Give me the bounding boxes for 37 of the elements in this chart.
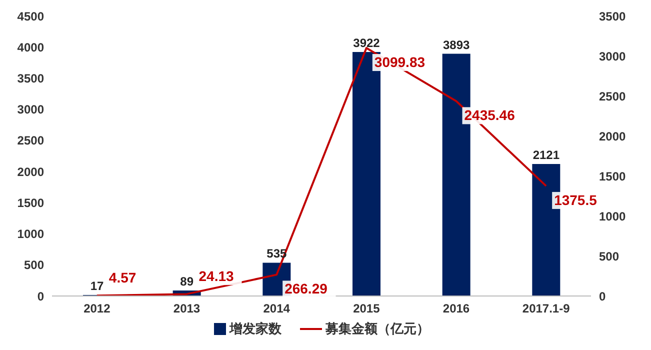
x-tick-label: 2012 — [84, 302, 111, 316]
y-tick-label: 1500 — [17, 196, 44, 210]
x-tick-label: 2017.1-9 — [522, 302, 570, 316]
data-label: 24.13 — [198, 268, 234, 284]
y2-tick-label: 3500 — [599, 9, 626, 24]
y-tick-label: 3000 — [17, 102, 44, 117]
legend-label: 增发家数 — [230, 320, 282, 338]
data-label: 3893 — [442, 38, 470, 52]
y2-tick-label: 2000 — [599, 129, 626, 144]
y-tick-label: 500 — [24, 258, 44, 272]
y2-tick-label: 1000 — [599, 209, 626, 224]
x-tick-label: 2013 — [173, 302, 200, 316]
data-label: 1375.5 — [554, 192, 598, 208]
data-label: 266.29 — [284, 280, 328, 297]
legend-label: 募集金额（亿元） — [326, 320, 430, 338]
y-tick-label: 1000 — [17, 227, 44, 242]
data-label: 3099.83 — [374, 54, 426, 70]
y-tick-label: 4500 — [17, 9, 44, 24]
y-tick-label: 2500 — [17, 134, 44, 148]
x-tick-label: 2015 — [353, 302, 380, 316]
y2-tick-label: 0 — [599, 289, 606, 304]
x-tick-label: 2016 — [442, 302, 470, 316]
data-label: 89 — [180, 274, 194, 288]
y2-tick-label: 3000 — [599, 49, 626, 64]
y-tick-label: 0 — [37, 289, 44, 304]
data-label: 3922 — [353, 36, 380, 50]
data-label: 2121 — [532, 148, 560, 162]
y-tick-label: 3500 — [17, 71, 44, 86]
y-tick-label: 4000 — [17, 40, 44, 54]
x-tick-label: 2014 — [263, 302, 290, 316]
data-label: 17 — [90, 278, 104, 293]
data-label: 4.57 — [108, 270, 136, 286]
data-label: 2435.46 — [464, 107, 516, 124]
y2-tick-label: 500 — [599, 249, 620, 264]
y2-tick-label: 1500 — [599, 169, 626, 184]
y-tick-label: 2000 — [17, 164, 44, 179]
y2-tick-label: 2500 — [599, 89, 626, 104]
